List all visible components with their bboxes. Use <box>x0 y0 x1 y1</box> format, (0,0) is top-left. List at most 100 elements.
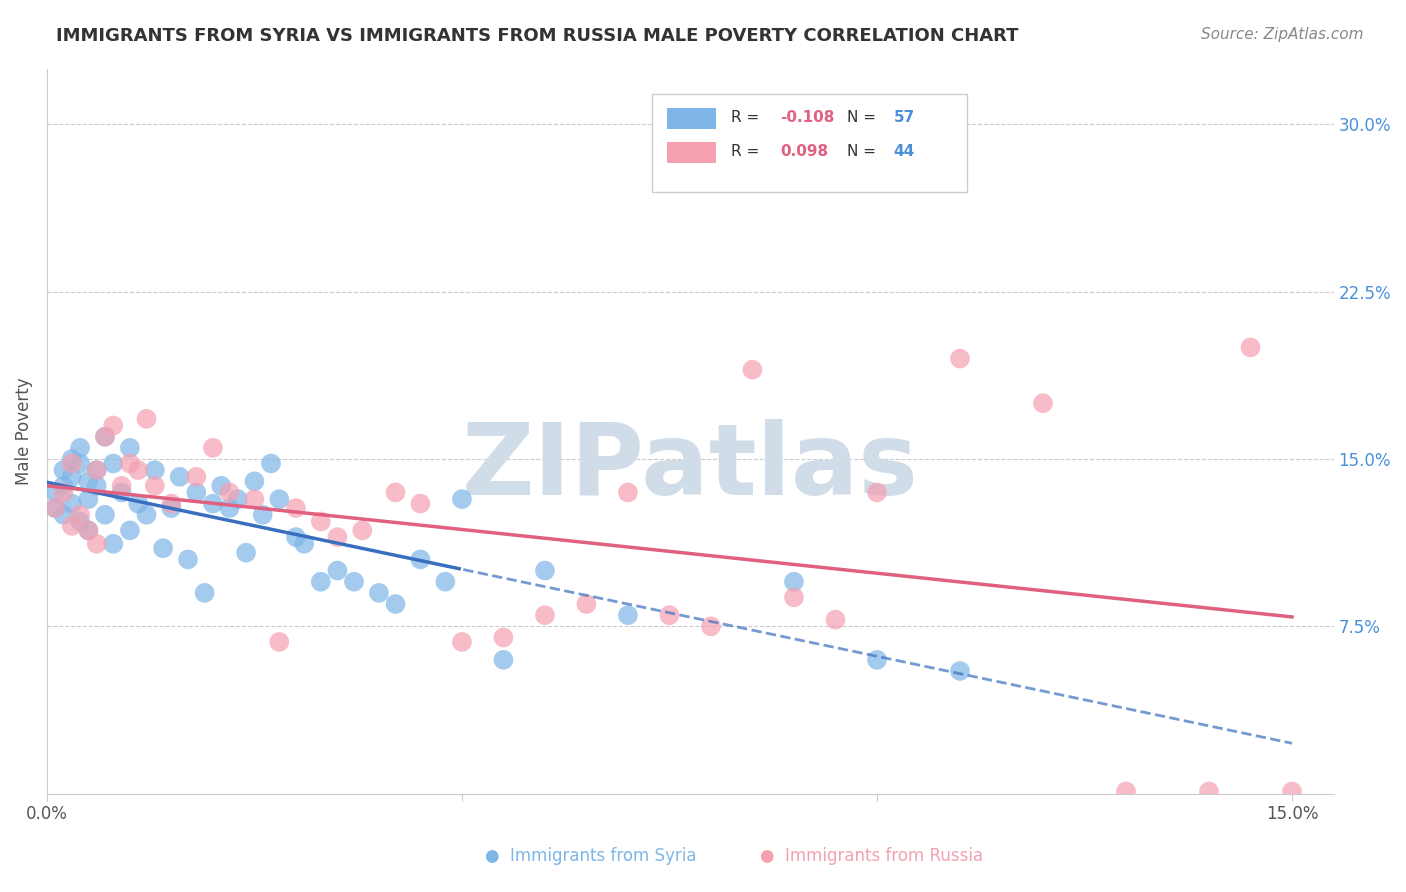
Point <box>409 552 432 566</box>
Text: R =: R = <box>731 110 765 125</box>
Point <box>69 515 91 529</box>
Point <box>492 631 515 645</box>
Point <box>118 457 141 471</box>
Point <box>218 485 240 500</box>
Point <box>169 470 191 484</box>
Point <box>118 441 141 455</box>
Point <box>492 653 515 667</box>
Point <box>60 470 83 484</box>
Point <box>69 441 91 455</box>
Point <box>783 574 806 589</box>
Point <box>52 485 75 500</box>
Text: IMMIGRANTS FROM SYRIA VS IMMIGRANTS FROM RUSSIA MALE POVERTY CORRELATION CHART: IMMIGRANTS FROM SYRIA VS IMMIGRANTS FROM… <box>56 27 1019 45</box>
Point <box>110 479 132 493</box>
Text: -0.108: -0.108 <box>780 110 835 125</box>
Point <box>252 508 274 522</box>
Point <box>127 497 149 511</box>
Point <box>384 597 406 611</box>
Text: N =: N = <box>848 110 882 125</box>
Point <box>60 519 83 533</box>
Point <box>658 608 681 623</box>
Point <box>949 664 972 678</box>
Point <box>69 508 91 522</box>
Point <box>243 492 266 507</box>
Point <box>52 463 75 477</box>
Point <box>103 418 125 433</box>
Point <box>94 430 117 444</box>
Point <box>292 537 315 551</box>
Point <box>534 608 557 623</box>
Point <box>60 452 83 467</box>
Point <box>127 463 149 477</box>
Point <box>44 501 66 516</box>
Text: 44: 44 <box>893 145 915 160</box>
Point <box>824 613 846 627</box>
Point <box>326 564 349 578</box>
Point <box>451 492 474 507</box>
Point <box>135 508 157 522</box>
Point <box>1281 784 1303 798</box>
Point <box>368 586 391 600</box>
Point <box>235 546 257 560</box>
Point <box>186 470 208 484</box>
Point <box>284 530 307 544</box>
Point <box>243 475 266 489</box>
Point <box>186 485 208 500</box>
Point <box>284 501 307 516</box>
Point <box>218 501 240 516</box>
Point <box>617 485 640 500</box>
Point <box>60 497 83 511</box>
Point <box>866 485 889 500</box>
Point <box>343 574 366 589</box>
Point <box>269 635 291 649</box>
Point <box>77 475 100 489</box>
Point <box>194 586 217 600</box>
Point <box>1115 784 1137 798</box>
Point <box>110 485 132 500</box>
Point <box>741 363 763 377</box>
Point <box>949 351 972 366</box>
Point <box>866 653 889 667</box>
Point <box>69 457 91 471</box>
Point <box>177 552 200 566</box>
Point <box>135 412 157 426</box>
Point <box>77 492 100 507</box>
Point <box>1032 396 1054 410</box>
Point <box>86 463 108 477</box>
Point <box>103 457 125 471</box>
Point <box>309 574 332 589</box>
Point <box>575 597 598 611</box>
Point <box>118 524 141 538</box>
Point <box>143 463 166 477</box>
Point <box>700 619 723 633</box>
Text: ●  Immigrants from Syria: ● Immigrants from Syria <box>485 847 696 865</box>
Point <box>209 479 232 493</box>
Text: Source: ZipAtlas.com: Source: ZipAtlas.com <box>1201 27 1364 42</box>
Point <box>86 537 108 551</box>
Point <box>52 479 75 493</box>
Text: 0.098: 0.098 <box>780 145 828 160</box>
Y-axis label: Male Poverty: Male Poverty <box>15 377 32 485</box>
Point <box>534 564 557 578</box>
FancyBboxPatch shape <box>666 109 716 128</box>
Point <box>160 501 183 516</box>
Point <box>77 524 100 538</box>
Text: ●  Immigrants from Russia: ● Immigrants from Russia <box>761 847 983 865</box>
Point <box>451 635 474 649</box>
Point <box>226 492 249 507</box>
Point <box>103 537 125 551</box>
Point <box>269 492 291 507</box>
Point <box>201 497 224 511</box>
Point <box>409 497 432 511</box>
Point <box>384 485 406 500</box>
Point <box>434 574 457 589</box>
FancyBboxPatch shape <box>666 143 716 163</box>
Point <box>617 608 640 623</box>
Point <box>60 457 83 471</box>
Point <box>260 457 283 471</box>
Point <box>783 591 806 605</box>
Text: 57: 57 <box>893 110 915 125</box>
Point <box>77 524 100 538</box>
Text: R =: R = <box>731 145 765 160</box>
Point <box>143 479 166 493</box>
